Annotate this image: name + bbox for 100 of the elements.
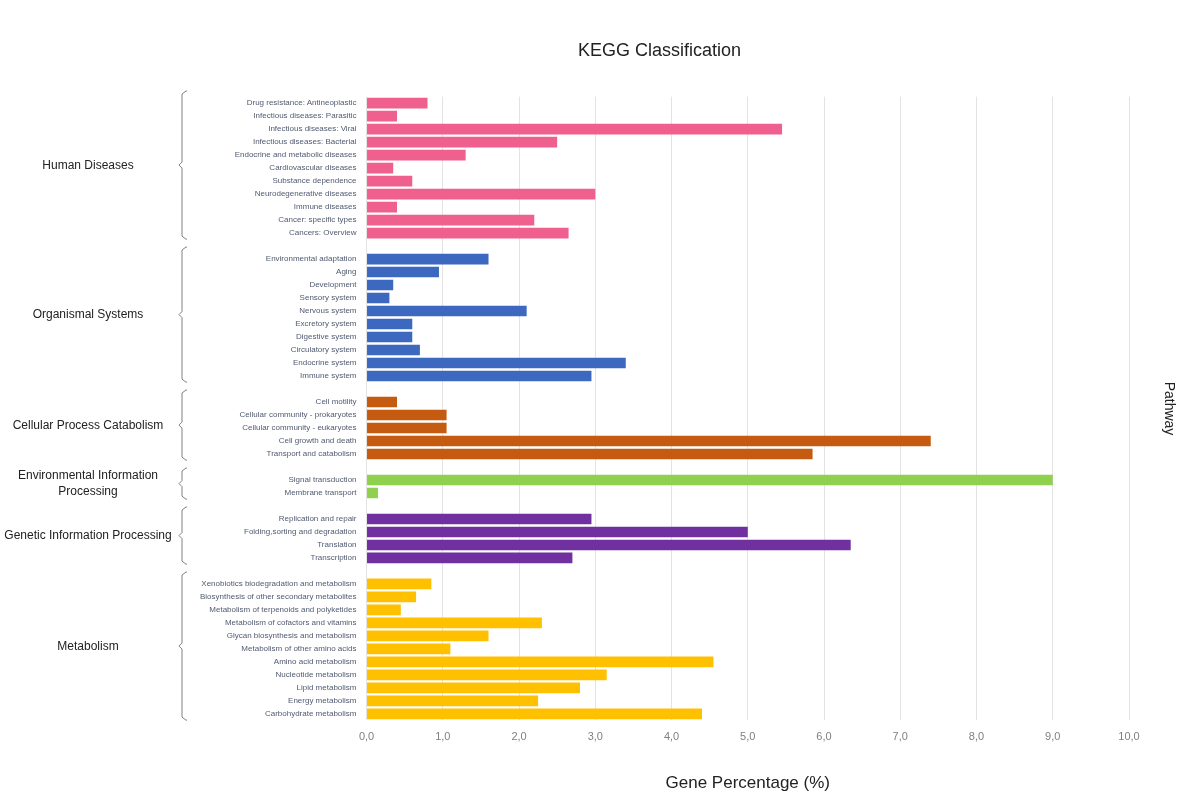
x-tick-label: 9,0 [1045,730,1061,743]
y-tick-label: Glycan biosynthesis and metabolism [226,631,357,641]
y-tick-label: Translation [317,540,357,550]
y-tick-label: Excretory system [295,319,357,329]
y-tick-label: Metabolism of terpenoids and polyketides [209,605,357,615]
bar [367,656,714,668]
bar [367,604,401,616]
y-axis-title: Pathway [1162,381,1179,436]
bar [367,162,394,174]
bar [367,422,447,434]
x-tick-label: 1,0 [435,730,451,743]
y-tick-label: Transport and catabolism [266,449,357,459]
y-tick-label: Endocrine system [292,358,357,368]
x-tick-label: 6,0 [816,730,832,743]
bar [367,344,420,356]
y-tick-label: Infectious diseases: Parasitic [253,111,357,121]
bar [367,669,607,681]
y-tick-label: Substance dependence [272,176,358,186]
bar [367,305,527,317]
text: Cellular Process Catabolism [12,417,164,432]
bar [367,617,542,629]
bar [367,682,581,694]
x-axis-title: Gene Percentage (%) [665,773,830,793]
y-tick-label: Infectious diseases: Bacterial [252,137,357,147]
text: Genetic Information Processing [4,528,172,543]
bar [367,695,539,707]
bar [367,97,428,109]
bar [367,175,413,187]
bar [367,123,783,135]
bar [367,591,417,603]
bar [367,188,596,200]
bar [367,708,703,720]
y-tick-label: Replication and repair [278,514,357,524]
bar [367,292,390,304]
y-tick-label: Aging [336,267,357,277]
x-tick-label: 8,0 [968,730,985,743]
bar [367,526,748,538]
y-tick-label: Cellular community - eukaryotes [242,423,357,433]
bar [367,513,592,525]
bar [367,110,398,122]
bar [367,552,573,564]
text: Environmental Information Processing [17,468,159,499]
text: Human Diseases [42,157,134,172]
y-tick-label: Nervous system [299,306,357,316]
bar [367,279,394,291]
text: Organismal Systems [32,307,144,322]
y-tick-label: Cell motility [315,397,357,407]
y-tick-label: Cardiovascular diseases [269,163,357,173]
y-tick-label: Immune system [300,371,357,381]
y-tick-label: Signal transduction [288,475,357,485]
x-tick-label: 2,0 [511,730,527,743]
bar [367,149,466,161]
y-tick-label: Cancers: Overview [288,228,357,238]
y-tick-label: Transcription [310,553,357,563]
chart-title: KEGG Classification [577,39,742,60]
y-tick-label: Infectious diseases: Viral [268,124,357,134]
bar [367,487,378,499]
y-tick-label: Biosynthesis of other secondary metabolites [200,592,357,602]
y-tick-label: Nucleotide metabolism [275,670,357,680]
y-tick-label: Immune diseases [293,202,357,212]
y-tick-label: Cancer: specific types [278,215,357,225]
bar [367,227,569,239]
y-tick-label: Metabolism of cofactors and vitamins [224,618,357,628]
y-tick-label: Environmental adaptation [265,254,357,264]
bar [367,630,489,642]
y-tick-label: Digestive system [296,332,357,342]
x-tick-label: 5,0 [740,730,756,743]
text: Metabolism [57,638,119,653]
y-tick-label: Amino acid metabolism [273,657,357,667]
x-tick-label: 4,0 [663,730,680,743]
bar [367,448,813,460]
y-tick-label: Xenobiotics biodegradation and metabolism [201,579,357,589]
y-tick-label: Endocrine and metabolic diseases [234,150,357,160]
bar [367,409,447,421]
bar [367,643,451,655]
x-tick-label: 3,0 [587,730,603,743]
y-tick-label: Sensory system [299,293,357,303]
y-tick-label: Neurodegenerative diseases [254,189,357,199]
bar [367,136,558,148]
x-tick-label: 0,0 [358,730,375,743]
bar [367,578,432,590]
y-tick-label: Membrane transport [284,488,358,498]
bar [367,253,489,265]
bar [367,214,535,226]
bar [367,396,398,408]
y-tick-label: Drug resistance: Antineoplastic [246,98,357,108]
bar [367,201,398,213]
y-tick-label: Energy metabolism [288,696,357,706]
y-tick-label: Cell growth and death [278,436,357,446]
bar [367,435,931,447]
y-tick-label: Cellular community - prokaryotes [239,410,357,420]
y-tick-label: Lipid metabolism [296,683,357,693]
y-tick-label: Carbohydrate metabolism [264,709,357,719]
x-tick-label: 10,0 [1118,730,1140,743]
y-tick-label: Development [309,280,358,290]
y-tick-label: Metabolism of other amino acids [241,644,357,654]
bar [367,539,851,551]
bar [367,474,1053,486]
bar [367,318,413,330]
bar [367,357,626,369]
